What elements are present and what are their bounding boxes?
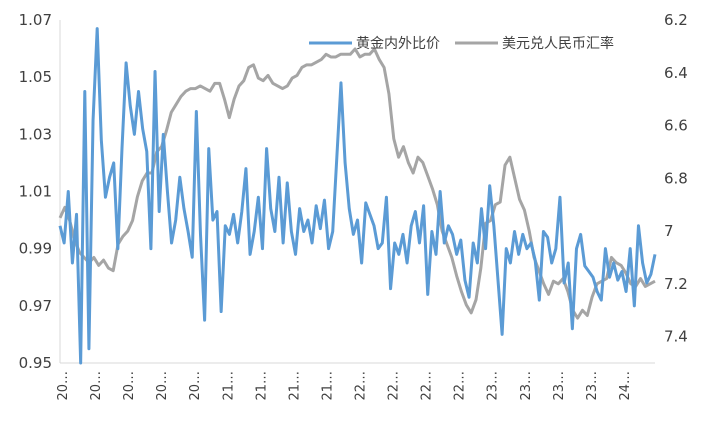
legend-label-gold-ratio: 黄金内外比价 [356, 35, 440, 52]
x-tick-label: 23… [519, 371, 534, 401]
x-tick-label: 21… [221, 371, 236, 401]
y-right-tick-label: 6.8 [664, 169, 688, 187]
x-tick-label: 20… [56, 371, 71, 401]
y-left-tick-label: 1.07 [19, 11, 52, 29]
y-left-tick-label: 0.95 [19, 354, 52, 372]
y-right-tick-label: 7.2 [664, 275, 688, 293]
y-axis-left: 0.95 0.97 0.99 1.01 1.03 1.05 1.07 [19, 11, 52, 372]
series-line-usd-cny [58, 47, 656, 320]
x-tick-label: 22… [387, 371, 402, 401]
x-tick-label: 24… [618, 371, 633, 401]
x-tick-label: 21… [287, 371, 302, 401]
legend-label-usd-cny: 美元兑人民币汇率 [502, 35, 614, 52]
x-tick-label: 21… [254, 371, 269, 401]
x-axis: 20… 20… 20… 20… 20… 21… 21… 21… 21… 22… 22… 22… 22… 2… [56, 371, 633, 401]
x-tick-label: 23… [486, 371, 501, 401]
y-right-tick-label: 7.4 [664, 328, 688, 346]
y-left-tick-label: 0.97 [19, 297, 52, 315]
x-tick-label: 23… [585, 371, 600, 401]
y-right-tick-label: 7 [664, 222, 674, 240]
x-tick-label: 22… [420, 371, 435, 401]
y-left-tick-label: 1.03 [19, 125, 52, 143]
plot-area [58, 27, 657, 365]
y-right-tick-label: 6.6 [664, 117, 688, 135]
y-right-tick-label: 6.2 [664, 11, 688, 29]
x-tick-label: 22… [354, 371, 369, 401]
y-left-tick-label: 1.05 [19, 68, 52, 86]
x-tick-label: 20… [89, 371, 104, 401]
x-tick-label: 20… [188, 371, 203, 401]
x-tick-label: 22… [453, 371, 468, 401]
series-line-gold-ratio [58, 27, 657, 365]
x-tick-label: 20… [155, 371, 170, 401]
y-right-tick-label: 6.4 [664, 64, 688, 82]
y-axis-right: 6.2 6.4 6.6 6.8 7 7.2 7.4 [664, 11, 688, 346]
x-tick-label: 20… [122, 371, 137, 401]
x-tick-label: 21… [320, 371, 335, 401]
legend: 黄金内外比价 美元兑人民币汇率 [309, 35, 614, 52]
x-tick-label: 23… [552, 371, 567, 401]
y-left-tick-label: 0.99 [19, 240, 52, 258]
y-left-tick-label: 1.01 [19, 183, 52, 201]
